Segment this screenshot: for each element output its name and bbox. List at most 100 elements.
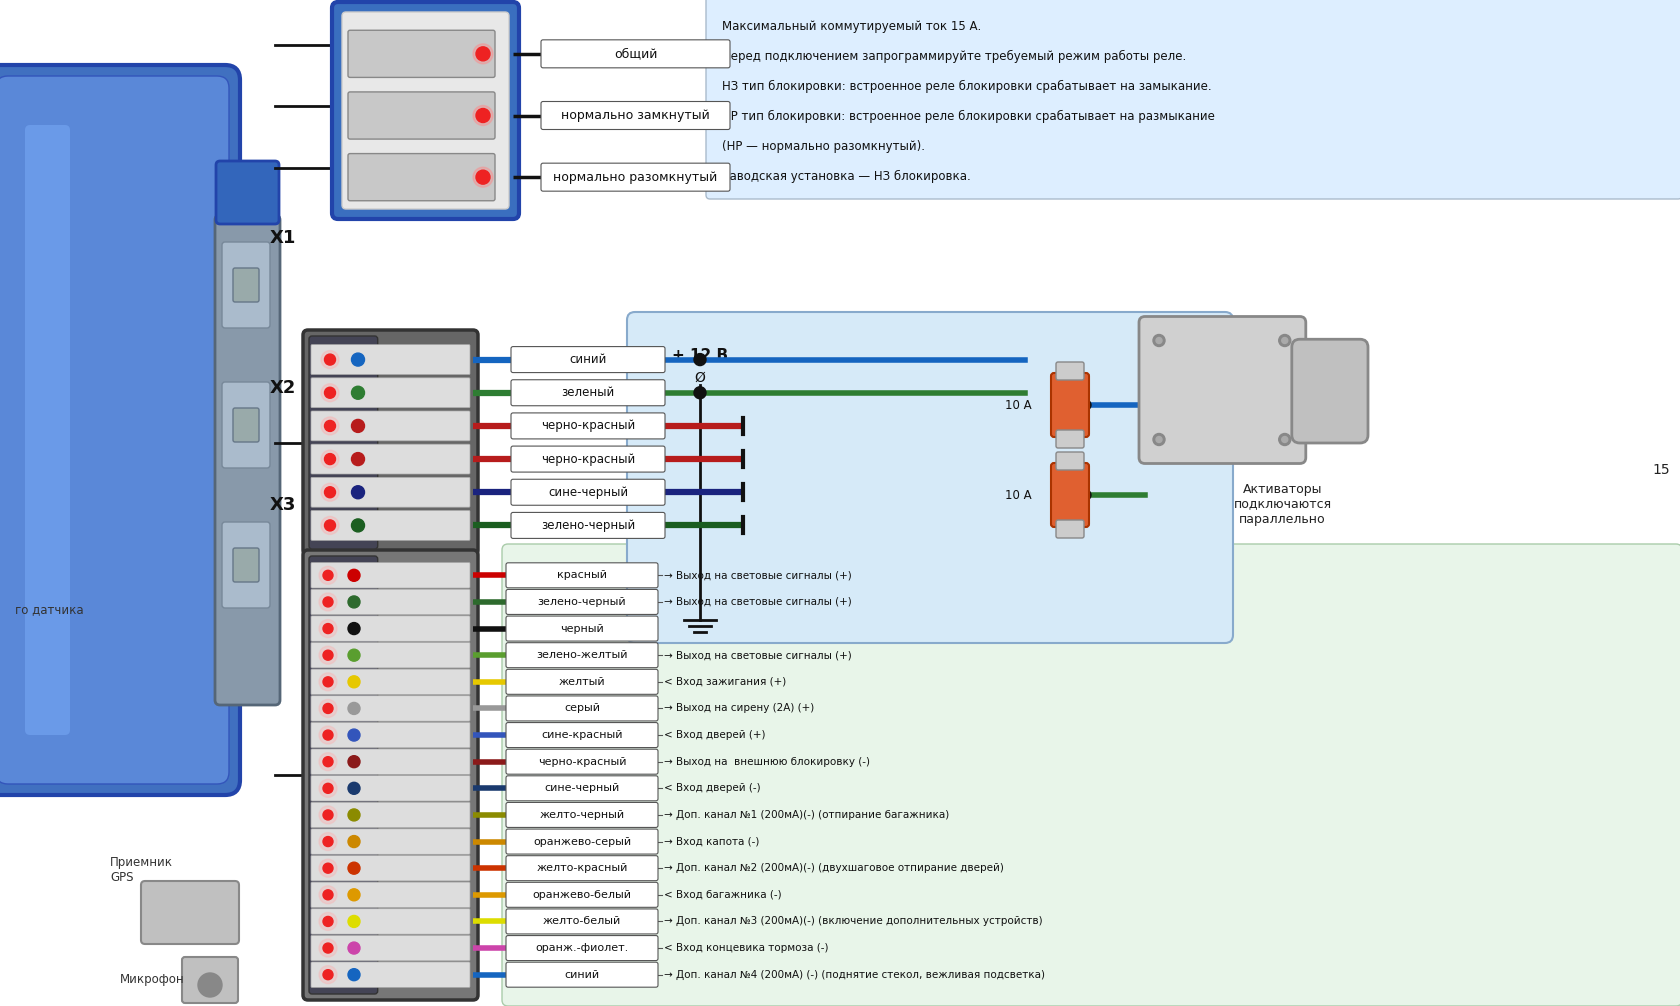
Text: черно-красный: черно-красный: [538, 757, 627, 767]
Circle shape: [319, 673, 336, 691]
Circle shape: [319, 886, 336, 903]
Text: → Доп. канал №3 (200мА)(-) (включение дополнительных устройств): → Доп. канал №3 (200мА)(-) (включение до…: [664, 916, 1042, 927]
FancyBboxPatch shape: [1055, 430, 1084, 448]
Text: → Доп. канал №1 (200мА)(-) (отпирание багажника): → Доп. канал №1 (200мА)(-) (отпирание ба…: [664, 810, 949, 820]
Circle shape: [319, 566, 336, 584]
FancyBboxPatch shape: [506, 696, 657, 721]
Circle shape: [348, 623, 360, 635]
Circle shape: [348, 729, 360, 741]
FancyBboxPatch shape: [1050, 463, 1089, 527]
Circle shape: [324, 454, 336, 465]
Circle shape: [323, 943, 333, 953]
FancyBboxPatch shape: [1055, 362, 1084, 380]
FancyBboxPatch shape: [502, 544, 1680, 1006]
FancyBboxPatch shape: [506, 590, 657, 615]
Text: сине-черный: сине-черный: [544, 784, 620, 794]
FancyBboxPatch shape: [222, 522, 270, 608]
Circle shape: [348, 969, 360, 981]
FancyBboxPatch shape: [506, 962, 657, 987]
Circle shape: [319, 620, 336, 638]
Circle shape: [475, 170, 489, 184]
Circle shape: [348, 702, 360, 714]
Text: → Выход на световые сигналы (+): → Выход на световые сигналы (+): [664, 570, 852, 580]
Text: серый: серый: [564, 703, 600, 713]
Circle shape: [319, 726, 336, 744]
FancyBboxPatch shape: [311, 855, 470, 881]
Circle shape: [348, 942, 360, 954]
Circle shape: [351, 519, 365, 532]
Circle shape: [321, 383, 339, 401]
FancyBboxPatch shape: [311, 345, 470, 374]
Text: → Вход капота (-): → Вход капота (-): [664, 837, 759, 847]
FancyBboxPatch shape: [234, 548, 259, 582]
FancyBboxPatch shape: [311, 445, 470, 474]
Text: → Выход на сирену (2А) (+): → Выход на сирену (2А) (+): [664, 703, 813, 713]
FancyBboxPatch shape: [311, 616, 470, 641]
FancyBboxPatch shape: [0, 65, 240, 795]
Text: → Доп. канал №4 (200мА) (-) (поднятие стекол, вежливая подсветка): → Доп. канал №4 (200мА) (-) (поднятие ст…: [664, 970, 1045, 980]
Circle shape: [323, 784, 333, 794]
Circle shape: [472, 106, 492, 126]
FancyBboxPatch shape: [311, 696, 470, 721]
Circle shape: [348, 836, 360, 848]
FancyBboxPatch shape: [311, 722, 470, 747]
Text: оранжево-серый: оранжево-серый: [533, 837, 630, 847]
FancyBboxPatch shape: [506, 562, 657, 588]
Text: оранж.-фиолет.: оранж.-фиолет.: [534, 943, 628, 953]
Circle shape: [348, 915, 360, 928]
Circle shape: [1080, 490, 1090, 500]
Circle shape: [351, 420, 365, 433]
Circle shape: [472, 167, 492, 187]
Text: Микрофон: Микрофон: [119, 974, 185, 987]
Circle shape: [1156, 337, 1161, 343]
FancyBboxPatch shape: [311, 749, 470, 775]
Text: + 12 В: + 12 В: [672, 347, 727, 362]
Text: зелено-черный: зелено-черный: [538, 597, 627, 607]
FancyBboxPatch shape: [222, 382, 270, 468]
Text: (НР — нормально разомкнутый).: (НР — нормально разомкнутый).: [722, 140, 924, 153]
Circle shape: [198, 973, 222, 997]
Text: синий: синий: [564, 970, 600, 980]
FancyBboxPatch shape: [309, 556, 378, 994]
Text: оранжево-белый: оранжево-белый: [533, 890, 632, 899]
Circle shape: [348, 783, 360, 795]
Circle shape: [694, 386, 706, 398]
Circle shape: [321, 450, 339, 468]
Circle shape: [324, 421, 336, 432]
Text: → Выход на световые сигналы (+): → Выход на световые сигналы (+): [664, 597, 852, 607]
Circle shape: [1278, 434, 1290, 446]
FancyBboxPatch shape: [348, 154, 494, 201]
Circle shape: [319, 646, 336, 664]
FancyBboxPatch shape: [311, 829, 470, 854]
Circle shape: [319, 912, 336, 931]
FancyBboxPatch shape: [506, 669, 657, 694]
FancyBboxPatch shape: [25, 125, 71, 735]
Circle shape: [323, 837, 333, 847]
Text: зелено-черный: зелено-черный: [541, 519, 635, 532]
Circle shape: [323, 650, 333, 660]
Text: желтый: желтый: [558, 677, 605, 687]
Circle shape: [1156, 437, 1161, 443]
FancyBboxPatch shape: [348, 30, 494, 77]
FancyBboxPatch shape: [311, 669, 470, 694]
FancyBboxPatch shape: [506, 936, 657, 961]
Text: желто-черный: желто-черный: [539, 810, 625, 820]
Circle shape: [1280, 337, 1287, 343]
FancyBboxPatch shape: [348, 92, 494, 139]
FancyBboxPatch shape: [511, 479, 665, 505]
Circle shape: [319, 780, 336, 798]
Circle shape: [319, 833, 336, 850]
Circle shape: [323, 730, 333, 740]
FancyBboxPatch shape: [222, 242, 270, 328]
Circle shape: [319, 593, 336, 611]
FancyBboxPatch shape: [506, 803, 657, 828]
Circle shape: [321, 416, 339, 435]
Text: го датчика: го датчика: [15, 604, 84, 617]
Circle shape: [323, 570, 333, 580]
Text: Ø: Ø: [694, 371, 706, 385]
FancyBboxPatch shape: [541, 102, 729, 130]
Circle shape: [348, 569, 360, 581]
FancyBboxPatch shape: [309, 336, 378, 549]
Circle shape: [324, 487, 336, 498]
Circle shape: [1152, 434, 1164, 446]
